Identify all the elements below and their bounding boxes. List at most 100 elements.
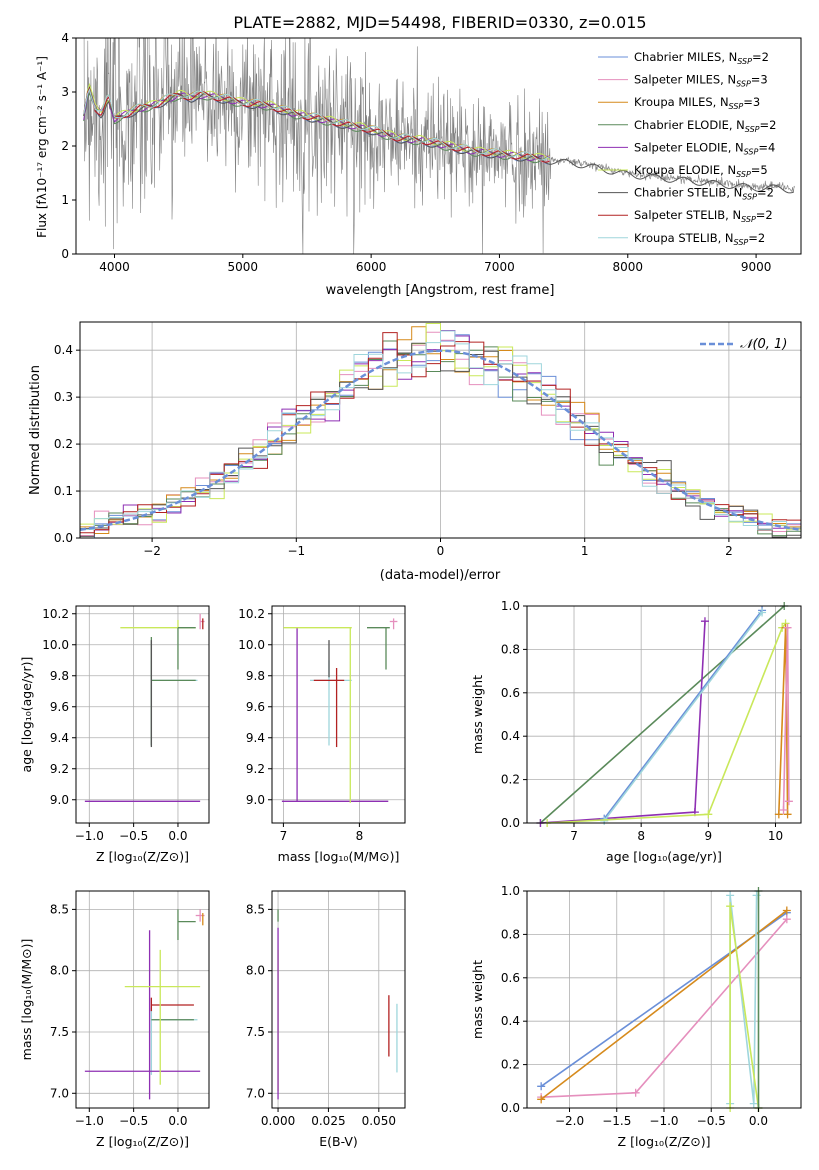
mass-weight-line (540, 621, 706, 824)
mass-weight-marker (537, 1095, 546, 1104)
legend-normal-label: 𝒩(0, 1) (740, 337, 787, 352)
mass-weight-marker (782, 906, 791, 915)
y-tick-label: 0.2 (54, 437, 73, 451)
y-tick-label: 0.0 (501, 816, 520, 830)
y-tick-label: 7.0 (50, 1086, 69, 1100)
x-axis-label: Z [log₁₀(Z/Z⊙)] (96, 1134, 189, 1149)
x-tick-label: 0.025 (311, 1114, 345, 1128)
y-tick-label: 7.5 (50, 1025, 69, 1039)
y-tick-label: 0.8 (501, 927, 520, 941)
x-tick-label: 2 (725, 544, 733, 558)
y-axis-label: mass weight (470, 960, 485, 1039)
mass-weight-line (603, 609, 763, 820)
axes-frame (75, 605, 210, 824)
y-tick-label: 8.0 (50, 964, 69, 978)
x-tick-label: 5000 (228, 260, 259, 274)
mass-weight-marker (631, 1088, 640, 1097)
x-tick-label: 9 (705, 829, 713, 843)
y-tick-label: 9.0 (50, 793, 69, 807)
x-axis-label: mass [log₁₀(M/M⊙)] (278, 849, 400, 864)
plot-marks (80, 323, 801, 538)
mass-weight-marker (758, 608, 767, 617)
y-tick-label: 0.1 (54, 484, 73, 498)
x-tick-label: 9000 (741, 260, 772, 274)
y-tick-label: 0.8 (501, 642, 520, 656)
spectrum-title: PLATE=2882, MJD=54498, FIBERID=0330, z=0… (233, 13, 646, 32)
y-axis-label: mass [log₁₀(M/M⊙)] (19, 939, 34, 1061)
plot-marks (84, 909, 205, 1100)
plot-marks (281, 618, 398, 803)
spectrum-xlabel: wavelength [Angstrom, rest frame] (326, 283, 555, 298)
mass-weight-marker (726, 902, 735, 911)
histogram-plot-area: −2 −1 0 1 2 0.0 0.1 0.2 0.3 0.4 (54, 321, 802, 558)
mass-weight-marker (700, 617, 709, 626)
mass-weight-marker (779, 805, 788, 814)
mass-vs-ebv-panel: 0.000 0.025 0.050 7.0 7.5 8.0 8.5 E(B-V) (246, 890, 406, 1149)
x-tick-label: 0.0 (749, 1114, 768, 1128)
mass-weight-marker (726, 891, 735, 900)
mass-weight-marker (782, 915, 791, 924)
x-tick-label: 10 (768, 829, 783, 843)
mass-weight-line (540, 909, 788, 1100)
x-tick-label: −2 (143, 544, 161, 558)
y-tick-label: 0.4 (501, 1014, 520, 1028)
age-vs-metallicity-panel: −1.0 −0.5 0.0 9.0 9.2 9.4 9.6 9.8 10.0 10.2 Z [log… (19, 605, 210, 864)
mass-weight-line (603, 612, 763, 822)
x-tick-label: 8 (637, 829, 645, 843)
plot-marks (277, 909, 398, 1100)
legend-entry: Chabrier ELODIE, NSSP=2 (634, 118, 776, 134)
legend-entry: Kroupa STELIB, NSSP=2 (634, 231, 765, 247)
y-tick-label: 0 (61, 247, 69, 261)
mass-weight-marker (783, 623, 792, 632)
spectrum-legend: Chabrier MILES, NSSP=2 Salpeter MILES, NS… (598, 50, 776, 247)
x-axis-label: age [log₁₀(age/yr)] (606, 849, 722, 864)
y-tick-label: 1 (61, 193, 69, 207)
spectrum-ylabel: Flux [fλ10⁻¹⁷ erg cm⁻² s⁻¹ A⁻¹] (35, 56, 49, 238)
plot-marks (83, 38, 795, 254)
legend-entry: Salpeter STELIB, NSSP=2 (634, 208, 773, 224)
y-tick-label: 0.4 (54, 343, 73, 357)
axes-frame (271, 890, 406, 1109)
histogram-legend: 𝒩(0, 1) (700, 337, 787, 352)
y-tick-label: 8.5 (50, 902, 69, 916)
y-tick-label: 9.6 (50, 700, 69, 714)
y-tick-label: 10.0 (42, 638, 69, 652)
y-tick-label: 10.2 (42, 607, 69, 621)
x-tick-label: −1 (287, 544, 305, 558)
legend-entry: Chabrier MILES, NSSP=2 (634, 50, 769, 66)
mass-weight-marker (784, 797, 793, 806)
y-tick-label: 9.4 (246, 731, 265, 745)
x-tick-label: 0.0 (168, 829, 187, 843)
x-tick-label: −0.5 (697, 1114, 726, 1128)
x-tick-label: −1.0 (649, 1114, 678, 1128)
mass-weight-marker (783, 810, 792, 819)
mass-weight-marker (537, 1082, 546, 1091)
histogram-step (80, 330, 801, 538)
legend-entry: Kroupa MILES, NSSP=3 (634, 95, 760, 111)
mass-weight-marker (749, 1099, 758, 1108)
x-tick-label: −1.5 (602, 1114, 631, 1128)
legend-entry: Kroupa ELODIE, NSSP=5 (634, 163, 768, 179)
model-spectrum-line (83, 85, 795, 194)
x-tick-label: −1.0 (75, 829, 104, 843)
x-tick-label: 0 (437, 544, 445, 558)
histogram-ylabel: Normed distribution (28, 365, 43, 495)
plot-marks (536, 602, 793, 827)
x-tick-label: 6000 (356, 260, 387, 274)
y-tick-label: 0.0 (54, 531, 73, 545)
x-tick-label: 7 (570, 829, 578, 843)
y-tick-label: 2 (61, 139, 69, 153)
normal-curve (80, 349, 801, 532)
legend-entry: Salpeter MILES, NSSP=3 (634, 73, 768, 89)
y-tick-label: 9.8 (50, 669, 69, 683)
x-axis-label: Z [log₁₀(Z/Z⊙)] (96, 849, 189, 864)
legend-entry: Salpeter ELODIE, NSSP=4 (634, 140, 775, 156)
x-tick-label: −0.5 (119, 829, 148, 843)
y-tick-label: 8.5 (246, 902, 265, 916)
y-tick-label: 9.0 (246, 793, 265, 807)
model-spectrum-line (83, 87, 550, 162)
x-tick-label: 1 (581, 544, 589, 558)
y-tick-label: 8.0 (246, 964, 265, 978)
x-tick-label: 0.000 (261, 1114, 295, 1128)
spectrum-plot-area: 4000 5000 6000 7000 8000 9000 0 1 2 3 4 (61, 31, 802, 274)
